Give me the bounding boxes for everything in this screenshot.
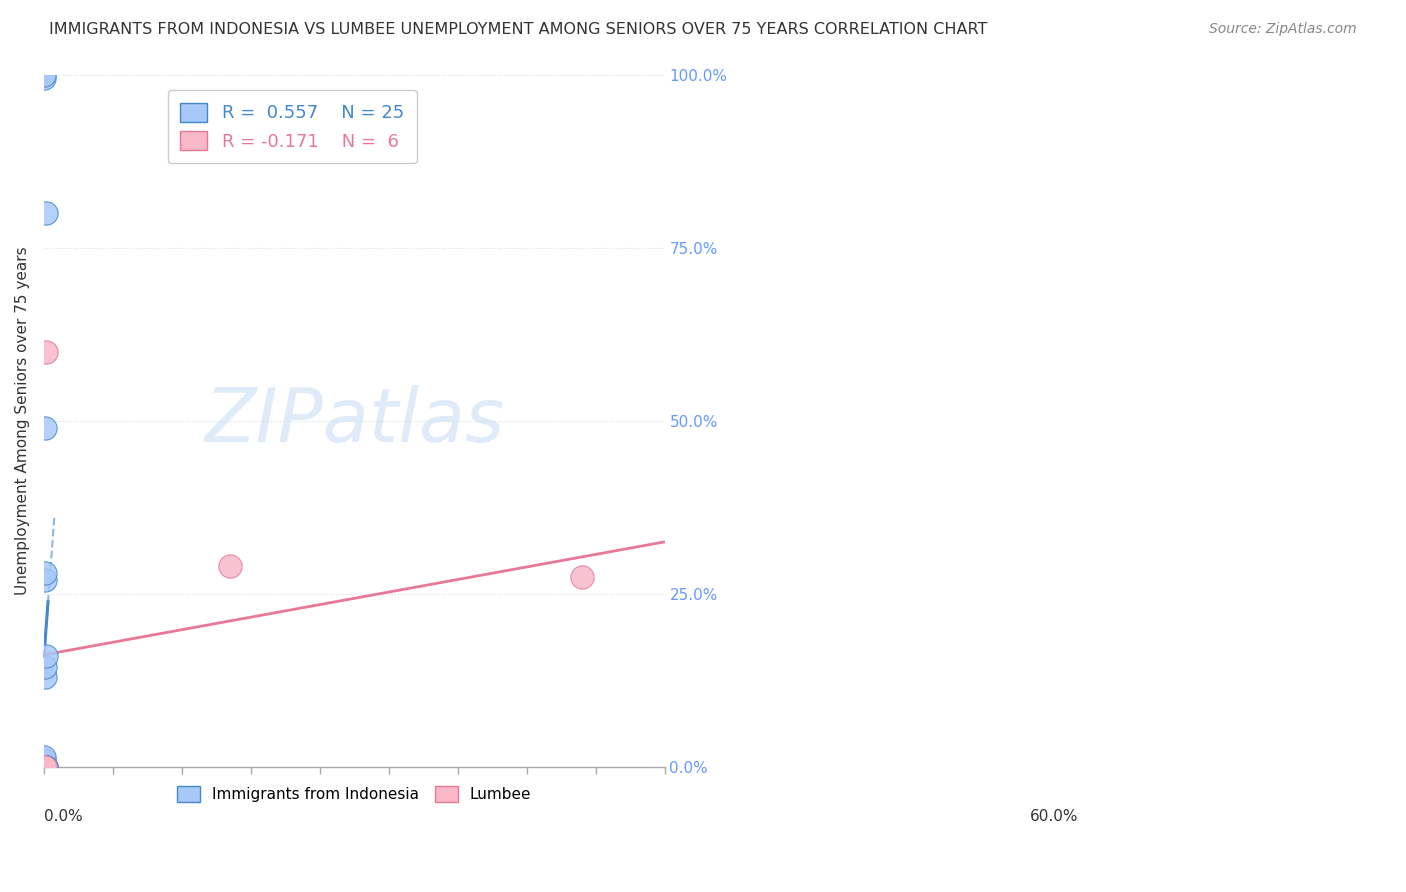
Point (32, 760, 55, 774)
Point (32, 760, 55, 774)
Point (34, 760, 56, 774)
Point (34, 566, 56, 581)
Point (32, 70, 55, 85)
Point (34, 421, 56, 435)
Text: IMMIGRANTS FROM INDONESIA VS LUMBEE UNEMPLOYMENT AMONG SENIORS OVER 75 YEARS COR: IMMIGRANTS FROM INDONESIA VS LUMBEE UNEM… (49, 22, 987, 37)
Point (34, 670, 56, 684)
Point (35, 344, 58, 359)
Point (34, 760, 56, 774)
Point (571, 570, 593, 584)
Point (35, 206, 58, 220)
Point (32, 68, 55, 82)
Point (32, 760, 55, 774)
Point (32, 760, 55, 774)
Text: ZIPatlas: ZIPatlas (204, 384, 505, 457)
Legend: Immigrants from Indonesia, Lumbee: Immigrants from Indonesia, Lumbee (172, 780, 537, 808)
Point (35, 760, 58, 774)
Point (32, 760, 55, 774)
Point (32, 760, 55, 774)
Text: 0.0%: 0.0% (44, 809, 83, 824)
Point (35, 760, 58, 774)
Point (35, 649, 58, 664)
Point (32, 760, 55, 774)
Point (32, 753, 55, 767)
Point (32, 756, 55, 771)
Point (35, 760, 58, 774)
Point (34, 573, 56, 587)
Point (32, 760, 55, 774)
Point (32, 760, 55, 774)
Y-axis label: Unemployment Among Seniors over 75 years: Unemployment Among Seniors over 75 years (15, 246, 30, 595)
Point (219, 559, 242, 574)
Point (32, 750, 55, 764)
Point (32, 760, 55, 774)
Text: Source: ZipAtlas.com: Source: ZipAtlas.com (1209, 22, 1357, 37)
Point (34, 660, 56, 674)
Point (34, 760, 56, 774)
Text: 60.0%: 60.0% (1029, 809, 1078, 824)
